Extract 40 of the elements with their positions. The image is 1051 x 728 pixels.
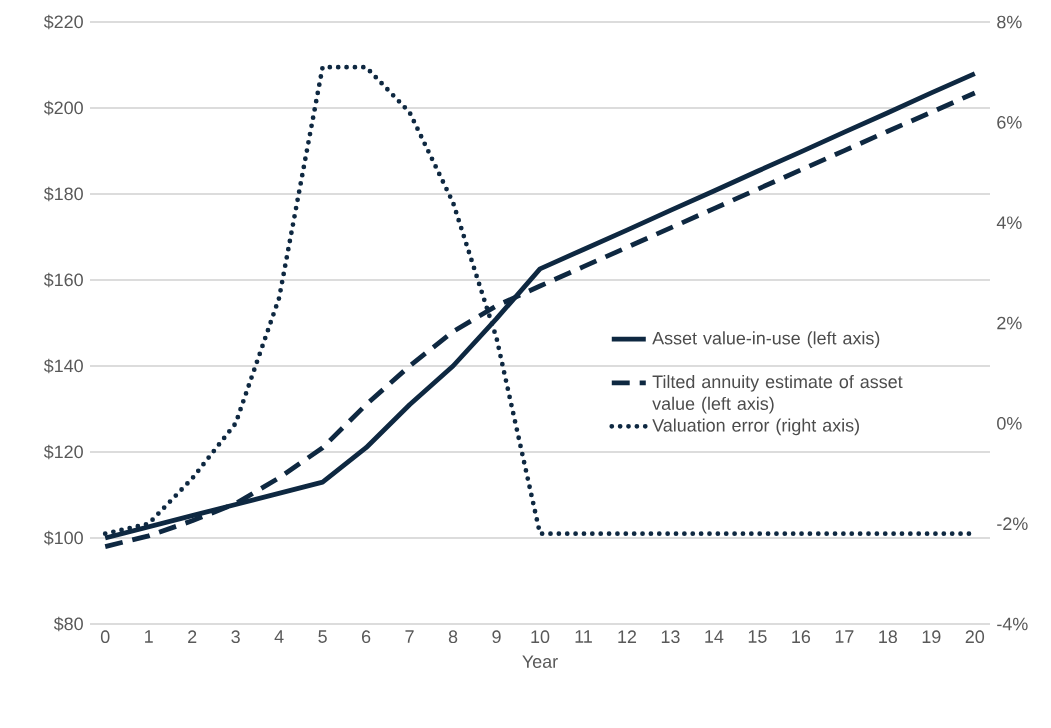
y2-tick-label: 6%: [997, 115, 1022, 129]
legend-label: Valuation error (right axis): [652, 418, 859, 436]
x-tick-label: 15: [748, 630, 767, 643]
x-tick-label: 2: [188, 630, 197, 643]
legend-label: Tilted annuity estimate of asset value (left axis): [652, 374, 903, 414]
y-tick-label: $200: [43, 100, 83, 116]
y-tick-label: $120: [43, 444, 83, 460]
x-tick-label: 16: [792, 630, 811, 644]
y-tick-label: $140: [43, 358, 83, 374]
y-tick-label: $80: [53, 616, 83, 632]
y-tick-label: $220: [43, 14, 83, 30]
x-tick-label: 18: [879, 630, 898, 644]
x-tick-label: 10: [531, 630, 550, 644]
x-tick-label: 11: [575, 630, 592, 643]
x-tick-label: 6: [362, 630, 371, 644]
x-tick-label: 0: [100, 630, 110, 644]
x-tick-label: 13: [661, 630, 680, 644]
x-axis-title: Year: [522, 655, 558, 668]
x-tick-label: 4: [274, 630, 284, 643]
y2-tick-label: 0%: [997, 416, 1022, 430]
x-tick-label: 19: [922, 630, 941, 644]
y2-tick-label: 2%: [997, 316, 1022, 330]
y-tick-label: $180: [43, 186, 83, 202]
y2-tick-label: 4%: [996, 216, 1022, 229]
x-tick-label: 8: [448, 630, 458, 644]
y2-tick-label: 8%: [997, 15, 1022, 29]
x-tick-label: 1: [145, 630, 153, 643]
y2-tick-label: -4%: [997, 617, 1028, 631]
x-tick-label: 7: [405, 630, 414, 643]
x-tick-label: 3: [231, 630, 240, 644]
x-tick-label: 20: [965, 630, 985, 644]
x-tick-label: 5: [318, 630, 327, 643]
y2-tick-label: -2%: [997, 517, 1028, 530]
x-tick-label: 9: [492, 630, 501, 644]
y-tick-label: $160: [43, 272, 83, 288]
x-tick-label: 14: [705, 630, 724, 643]
legend-label: Asset value-in-use (left axis): [652, 331, 880, 349]
y-tick-label: $100: [43, 530, 83, 546]
x-tick-label: 12: [618, 630, 637, 643]
x-tick-label: 17: [835, 630, 854, 643]
